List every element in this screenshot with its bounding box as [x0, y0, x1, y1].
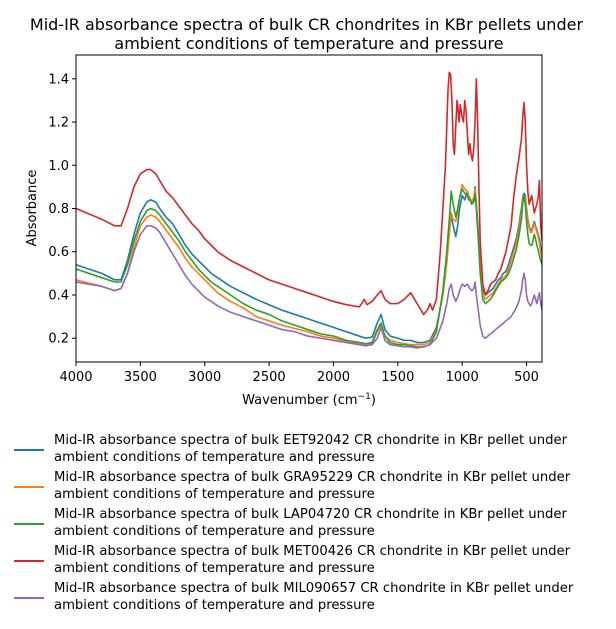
legend: Mid-IR absorbance spectra of bulk EET920… [14, 433, 614, 618]
legend-swatch [14, 449, 44, 451]
y-tick-label: 0.8 [48, 202, 69, 217]
x-axis-label-close: ) [371, 393, 376, 408]
x-axis-label-text: Wavenumber (cm [242, 393, 357, 408]
plot-area-frame [75, 54, 543, 363]
legend-label: Mid-IR absorbance spectra of bulk EET920… [54, 433, 568, 465]
x-tick-label: 500 [514, 370, 539, 385]
x-tick-label: 2500 [253, 370, 286, 385]
legend-swatch [14, 597, 44, 599]
x-axis-label-exponent: −1 [358, 392, 371, 402]
x-tick-label: 3500 [124, 370, 157, 385]
x-tick-label: 2000 [317, 370, 350, 385]
y-tick-label: 0.2 [48, 332, 69, 347]
series-layer [76, 71, 542, 349]
x-tick-label: 1000 [446, 370, 479, 385]
legend-swatch [14, 486, 44, 488]
legend-swatch [14, 560, 44, 562]
x-tick-label: 4000 [59, 370, 92, 385]
x-axis-label: Wavenumber (cm−1) [242, 392, 376, 408]
legend-item: Mid-IR absorbance spectra of bulk EET920… [14, 433, 614, 470]
chart-title-line-2: ambient conditions of temperature and pr… [114, 34, 503, 53]
y-tick-label: 1.2 [48, 116, 69, 131]
legend-item: Mid-IR absorbance spectra of bulk MET004… [14, 544, 614, 581]
series-line-1 [76, 186, 542, 344]
legend-item: Mid-IR absorbance spectra of bulk LAP047… [14, 507, 614, 544]
x-tick-label: 3000 [188, 370, 221, 385]
y-tick-label: 1.0 [48, 159, 69, 174]
legend-item: Mid-IR absorbance spectra of bulk GRA952… [14, 470, 614, 507]
y-tick-label: 0.4 [48, 288, 69, 303]
chart-title-line-1: Mid-IR absorbance spectra of bulk CR cho… [30, 15, 584, 34]
series-line-2 [76, 183, 542, 346]
series-line-3 [76, 188, 542, 348]
x-axis: 4000 3500 3000 2500 2000 1500 1000 500 [59, 362, 539, 385]
legend-label: Mid-IR absorbance spectra of bulk MET004… [54, 544, 571, 576]
series-line-4 [76, 71, 542, 316]
legend-label: Mid-IR absorbance spectra of bulk GRA952… [54, 470, 571, 502]
y-axis: 0.2 0.4 0.6 0.8 1.0 1.2 1.4 [48, 72, 76, 347]
y-tick-label: 0.6 [48, 245, 69, 260]
series-line-5 [76, 225, 542, 349]
y-tick-label: 1.4 [48, 72, 69, 87]
legend-swatch [14, 523, 44, 525]
y-axis-label: Absorbance [25, 170, 40, 247]
legend-label: Mid-IR absorbance spectra of bulk LAP047… [54, 507, 567, 539]
x-tick-label: 1500 [381, 370, 414, 385]
legend-label: Mid-IR absorbance spectra of bulk MIL090… [54, 581, 574, 613]
chart-title: Mid-IR absorbance spectra of bulk CR cho… [30, 15, 588, 53]
legend-item: Mid-IR absorbance spectra of bulk MIL090… [14, 581, 614, 618]
